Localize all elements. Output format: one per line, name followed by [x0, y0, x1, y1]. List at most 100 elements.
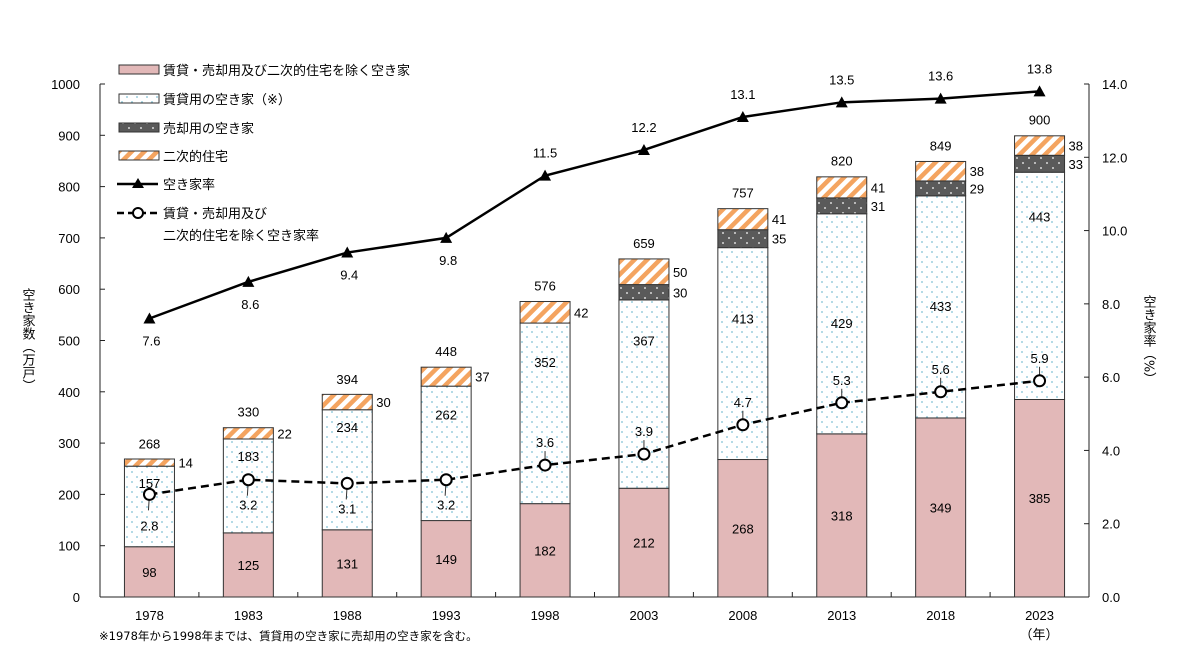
bar-value-label: 14: [178, 456, 192, 471]
legend-item-other-vacancy-rate: 賃貸・売却用及び 二次的住宅を除く空き家率: [117, 206, 319, 244]
bar-segment-secondary: [321, 393, 373, 411]
x-tick-label: 1978: [135, 608, 164, 623]
bar-value-label: 262: [435, 408, 457, 423]
bar-value-label: 157: [139, 476, 161, 491]
bar-segment-secondary: [420, 366, 472, 387]
bar-value-label: 35: [772, 232, 786, 247]
bar-total-label: 268: [139, 437, 161, 452]
y-left-axis-title: 空き家数（万戸）: [20, 288, 36, 392]
vacancy-rate-point: [835, 96, 848, 108]
other-vacancy-rate-point: [241, 473, 255, 487]
y-left-tick-label: 700: [58, 231, 80, 246]
y-right-tick-label: 12.0: [1102, 150, 1127, 165]
legend-label-line2: 二次的住宅を除く空き家率: [163, 228, 319, 244]
y-left-tick-label: 600: [58, 282, 80, 297]
bar-segment-for-sale: [618, 284, 670, 301]
vacancy-rate-point: [934, 92, 947, 104]
vacancy-rate-point: [440, 231, 453, 243]
legend-item-vacancy-rate: 空き家率: [117, 177, 215, 193]
other-vacancy-rate-label: 5.6: [932, 362, 950, 377]
vacancy-rate-point: [736, 110, 749, 122]
other-vacancy-rate-point: [637, 447, 651, 461]
bar-value-label: 30: [673, 285, 687, 300]
bar-segment-secondary: [519, 301, 571, 324]
other-vacancy-rate-label: 2.8: [140, 518, 158, 533]
bar-value-label: 433: [930, 299, 952, 314]
vacancy-rate-line: [149, 90, 1040, 320]
other-vacancy-rate-point: [835, 396, 849, 410]
bar-value-label: 131: [336, 556, 358, 571]
bar-value-label: 183: [237, 449, 259, 464]
y-left-tick-label: 900: [58, 128, 80, 143]
y-right-tick-label: 2.0: [1102, 517, 1120, 532]
bar-total-label: 330: [237, 405, 259, 420]
y-right-tick-label: 10.0: [1102, 224, 1127, 239]
vacancy-rate-point: [1033, 85, 1046, 97]
bar-segment-other-vacant: [222, 532, 274, 598]
legend-label: 賃貸・売却用及び二次的住宅を除く空き家: [163, 63, 410, 79]
bar-value-label: 385: [1029, 491, 1051, 506]
bar-total-label: 849: [930, 138, 952, 153]
bar-segment-secondary: [123, 458, 175, 467]
bar-value-label: 41: [871, 180, 885, 195]
bar-total-label: 757: [732, 186, 754, 201]
bar-value-label: 367: [633, 333, 655, 348]
legend: 賃貸・売却用及び二次的住宅を除く空き家 賃貸用の空き家（※） 売却用の空き家 二…: [117, 63, 410, 244]
x-tick-label: 2003: [629, 608, 658, 623]
legend-label: 二次的住宅: [163, 149, 228, 165]
y-right-axis-title: 空き家率（%）: [1141, 295, 1157, 385]
bar-segment-other-vacant: [519, 503, 571, 598]
x-tick-label: 2013: [827, 608, 856, 623]
vacancy-rate-point: [143, 312, 156, 324]
other-vacancy-rate-point: [736, 418, 750, 432]
bar-segment-secondary: [915, 160, 967, 182]
y-right-tick-label: 8.0: [1102, 297, 1120, 312]
bar-segment-secondary: [816, 176, 868, 199]
bar-segment-secondary: [1014, 135, 1066, 156]
bar-segment-other-vacant: [1014, 398, 1066, 598]
other-vacancy-rate-point: [340, 476, 354, 490]
bar-segment-rental: [1014, 171, 1066, 400]
y-left-title: 空き家数（万戸）: [20, 288, 36, 392]
bar-segment-for-sale: [717, 229, 769, 249]
vacancy-rate-label: 13.8: [1027, 61, 1052, 76]
y-left-tick-label: 0: [73, 590, 80, 605]
bar-value-label: 50: [673, 265, 687, 280]
legend-label: 空き家率: [163, 177, 215, 193]
vacancy-rate-label: 13.5: [829, 72, 854, 87]
bar-segment-secondary: [222, 427, 274, 440]
bar-value-label: 125: [237, 558, 259, 573]
lines: [142, 85, 1047, 511]
bar-value-label: 38: [970, 164, 984, 179]
other-vacancy-rate-point: [934, 385, 948, 399]
bar-total-label: 448: [435, 344, 457, 359]
bar-total-label: 576: [534, 279, 556, 294]
bar-value-label: 349: [930, 500, 952, 515]
bar-segment-rental: [519, 322, 571, 505]
other-vacancy-rate-point: [1033, 374, 1047, 388]
bar-segment-other-vacant: [717, 459, 769, 598]
x-tick-label: 1983: [234, 608, 263, 623]
x-unit-label: （年）: [1019, 627, 1058, 642]
bar-value-label: 182: [534, 543, 556, 558]
y-right-tick-label: 4.0: [1102, 443, 1120, 458]
vacancy-rate-point: [539, 169, 552, 181]
other-vacancy-rate-point: [439, 473, 453, 487]
bar-segment-secondary: [717, 208, 769, 231]
bar-value-label: 41: [772, 212, 786, 227]
data-labels: 98 157 14 268 125 183 22 330 131 234 30 394 149 262 37…: [139, 61, 1083, 580]
y-left-tick-label: 100: [58, 539, 80, 554]
vacancy-rate-point: [341, 246, 354, 258]
bar-segment-rental: [321, 409, 373, 531]
bar-total-label: 394: [336, 372, 358, 387]
other-vacancy-rate-line: [149, 379, 1040, 496]
bar-value-label: 98: [142, 565, 156, 580]
bar-value-label: 31: [871, 199, 885, 214]
legend-label: 売却用の空き家: [163, 121, 254, 137]
x-tick-label: 1988: [333, 608, 362, 623]
bar-segment-for-sale: [915, 180, 967, 197]
bar-value-label: 212: [633, 536, 655, 551]
bar-value-label: 22: [277, 426, 291, 441]
bar-segment-secondary: [618, 258, 670, 286]
vacancy-rate-label: 9.4: [340, 268, 358, 283]
